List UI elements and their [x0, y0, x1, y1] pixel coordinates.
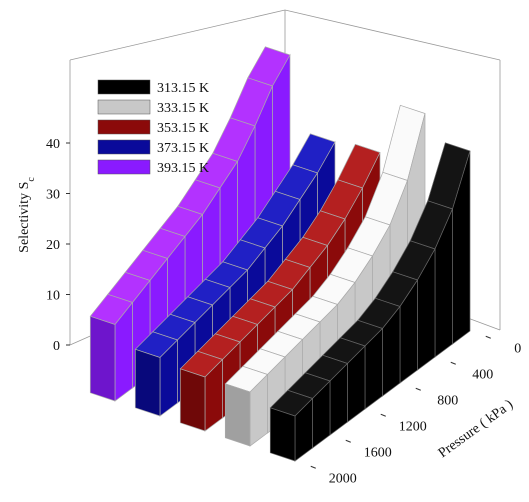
x-tick-label: 1200 [399, 419, 427, 434]
z-tick-label: 20 [46, 238, 60, 253]
x-tick [380, 413, 386, 417]
x-tick-label: 400 [472, 367, 493, 382]
ribbon-end [224, 383, 251, 447]
legend-swatch [97, 159, 151, 175]
ribbon-end [89, 315, 116, 402]
legend-swatch [97, 139, 151, 155]
z-tick-label: 40 [46, 137, 60, 152]
legend-swatch [97, 79, 151, 95]
legend-label: 313.15 K [157, 81, 209, 96]
z-tick-label: 30 [46, 188, 60, 203]
ribbon [269, 142, 471, 462]
legend-swatch [97, 119, 151, 135]
z-tick-label: 0 [53, 339, 60, 354]
x-tick-label: 2000 [329, 471, 357, 486]
ribbon-end [269, 407, 296, 462]
x-tick [415, 387, 421, 391]
x-tick [310, 465, 316, 469]
z-axis-label: Selectivity Sc [17, 177, 37, 253]
legend-label: 333.15 K [157, 101, 209, 116]
legend-label: 393.15 K [157, 161, 209, 176]
legend-swatch [97, 99, 151, 115]
x-tick-label: 800 [437, 393, 458, 408]
ribbon-end [179, 368, 206, 432]
z-axis-label-sub: c [26, 177, 37, 182]
x-tick [345, 439, 351, 443]
x-tick-label: 1600 [364, 445, 392, 460]
ribbon-end [134, 348, 161, 417]
x-tick [485, 335, 491, 339]
z-axis-label-text: Selectivity S [17, 182, 32, 253]
z-tick-label: 10 [46, 289, 60, 304]
x-tick-label: 0 [514, 341, 521, 356]
legend-label: 373.15 K [157, 141, 209, 156]
legend-label: 353.15 K [157, 121, 209, 136]
legend: 313.15 K 333.15 K 353.15 K 373.15 K 393.15 K [97, 79, 209, 176]
x-tick [450, 361, 456, 365]
